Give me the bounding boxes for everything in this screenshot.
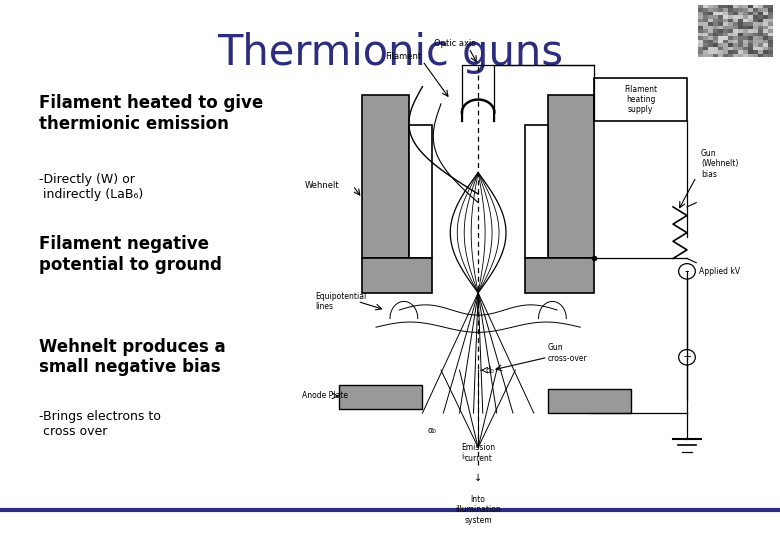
Bar <box>524 259 594 293</box>
Point <box>629 42 641 51</box>
Text: -Directly (W) or
 indirectly (LaB₆): -Directly (W) or indirectly (LaB₆) <box>39 173 144 201</box>
Bar <box>524 125 548 259</box>
Text: Emission
current: Emission current <box>461 443 495 463</box>
Text: Filament: Filament <box>385 52 421 61</box>
Point <box>682 49 695 57</box>
Text: Wehnelt produces a
small negative bias: Wehnelt produces a small negative bias <box>39 338 225 376</box>
Bar <box>548 95 594 259</box>
Text: d₀: d₀ <box>485 366 494 375</box>
Text: Gun
(Wehnelt)
bias: Gun (Wehnelt) bias <box>701 149 739 179</box>
Text: Filament
heating
supply: Filament heating supply <box>624 85 657 114</box>
Text: iₙ: iₙ <box>462 451 467 461</box>
Text: +: + <box>682 352 692 362</box>
Bar <box>362 259 432 293</box>
Bar <box>594 78 687 121</box>
Point <box>673 11 686 20</box>
Text: Gun
cross-over: Gun cross-over <box>548 343 587 363</box>
Bar <box>548 389 631 413</box>
Bar <box>362 95 409 259</box>
Point <box>651 26 664 35</box>
Point <box>673 26 686 35</box>
Bar <box>339 385 423 409</box>
Bar <box>409 125 432 259</box>
Text: Filament heated to give
thermionic emission: Filament heated to give thermionic emiss… <box>39 94 264 133</box>
Point <box>629 11 641 20</box>
Point <box>651 11 664 20</box>
Text: Filament negative
potential to ground: Filament negative potential to ground <box>39 235 222 274</box>
Point <box>619 49 632 57</box>
Text: ↓: ↓ <box>474 472 482 483</box>
Text: Into
illumination
system: Into illumination system <box>456 495 501 524</box>
Text: -: - <box>685 265 690 278</box>
Text: -Brings electrons to
 cross over: -Brings electrons to cross over <box>39 410 161 438</box>
Point <box>673 42 686 51</box>
Text: α₀: α₀ <box>427 426 436 435</box>
Point <box>629 26 641 35</box>
Point <box>651 42 664 51</box>
Text: Wehnelt: Wehnelt <box>304 181 339 190</box>
Text: Optic axis: Optic axis <box>434 39 476 48</box>
Text: Thermionic guns: Thermionic guns <box>217 32 563 75</box>
Text: Anode Plate: Anode Plate <box>302 392 348 401</box>
Text: Equipotential
lines: Equipotential lines <box>316 292 367 311</box>
Point <box>619 5 632 14</box>
Point <box>682 5 695 14</box>
Text: Applied kV: Applied kV <box>699 267 739 276</box>
